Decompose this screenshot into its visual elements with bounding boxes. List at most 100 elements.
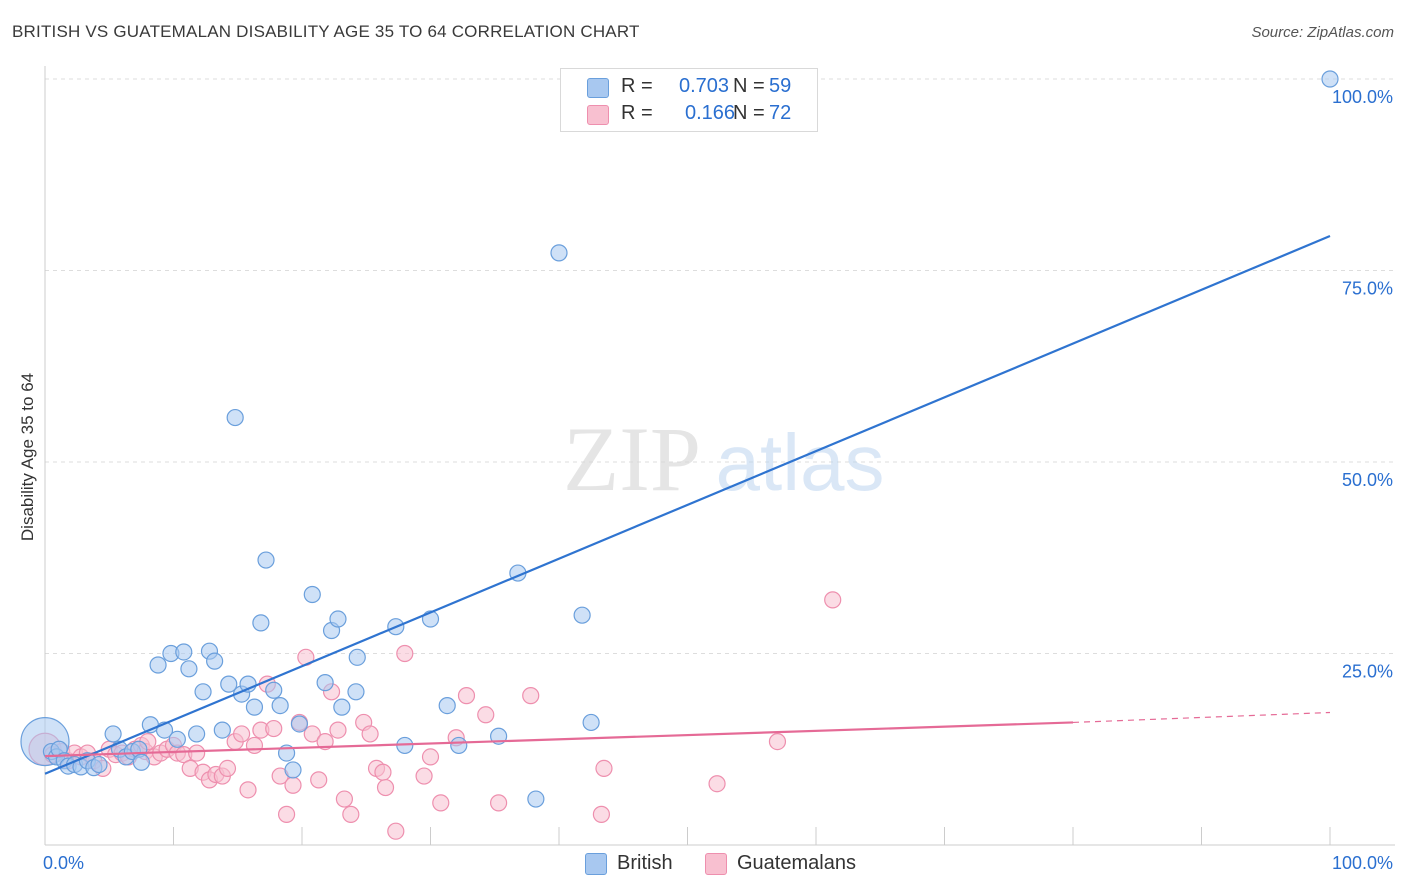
- british-point: [220, 675, 238, 693]
- x-tick-label: 0.0%: [43, 853, 84, 873]
- y-axis-label: Disability Age 35 to 64: [18, 373, 37, 541]
- guatemalan-point: [432, 794, 450, 812]
- r-value: 0.703: [679, 75, 730, 97]
- british-point: [438, 696, 456, 715]
- british-trend-line: [44, 235, 1331, 775]
- x-tick-label: 100.0%: [1332, 853, 1393, 873]
- british-swatch: [585, 853, 607, 875]
- series-guatemalans: [28, 591, 842, 840]
- guatemalan-point: [316, 732, 334, 751]
- british-point: [290, 715, 309, 733]
- source-label: Source: ZipAtlas.com: [1251, 24, 1394, 41]
- guatemalan-point: [387, 822, 405, 840]
- british-point: [252, 614, 270, 632]
- guatemalan-trend-line: [44, 721, 1074, 758]
- guatemalan-point: [595, 759, 613, 778]
- n-label: N =: [733, 102, 765, 124]
- british-point: [550, 244, 568, 262]
- british-point: [149, 656, 167, 674]
- british-point: [226, 408, 244, 427]
- british-point: [271, 696, 289, 715]
- british-point: [303, 585, 321, 604]
- guatemalan-point: [415, 767, 433, 785]
- british-point: [206, 652, 224, 670]
- watermark-atlas: atlas: [716, 418, 885, 507]
- british-point: [316, 674, 334, 692]
- british-point: [132, 753, 150, 771]
- r-value: 0.166: [685, 102, 736, 124]
- n-value: 72: [769, 102, 792, 124]
- british-point: [104, 725, 122, 743]
- british-point: [284, 761, 302, 779]
- guatemalan-point: [310, 771, 328, 789]
- british-point: [194, 683, 212, 701]
- guatemalan-point: [768, 732, 787, 751]
- guatemalan-point: [329, 721, 347, 739]
- british-point: [527, 790, 545, 808]
- legend-correlation: R = 0.703 N = 59 R = 0.166 N = 72: [560, 68, 818, 132]
- british-point: [245, 698, 264, 716]
- british-point: [348, 648, 366, 666]
- n-value: 59: [769, 75, 792, 97]
- british-point: [265, 681, 283, 699]
- british-point: [450, 736, 468, 755]
- british-point: [257, 551, 275, 569]
- british-swatch: [587, 78, 609, 98]
- guatemalan-point: [188, 744, 206, 762]
- legend-label: Guatemalans: [737, 852, 856, 874]
- guatemalan-point: [824, 591, 842, 609]
- r-label: R =: [621, 102, 653, 124]
- guatemalan-point: [239, 781, 257, 799]
- watermark-zip: ZIP: [563, 408, 701, 510]
- trend-lines: [44, 235, 1331, 775]
- n-label: N =: [733, 75, 765, 97]
- guatemalan-point: [245, 736, 264, 755]
- british-point: [347, 683, 365, 701]
- guatemalan-point: [265, 719, 283, 738]
- british-point: [90, 755, 108, 774]
- y-tick-label: 75.0%: [1342, 279, 1393, 299]
- british-point: [180, 660, 198, 678]
- guatemalan-point: [277, 805, 296, 823]
- guatemalans-swatch: [587, 105, 609, 125]
- guatemalan-point: [396, 644, 414, 663]
- guatemalan-point: [592, 805, 611, 823]
- tick-labels: 25.0% 50.0% 75.0% 100.0% 0.0% 100.0%: [43, 87, 1393, 873]
- british-point: [333, 698, 351, 716]
- y-tick-label: 25.0%: [1342, 662, 1393, 682]
- guatemalan-point: [303, 725, 321, 743]
- guatemalan-point: [490, 794, 508, 812]
- series-british: [20, 70, 1339, 808]
- guatemalans-swatch: [705, 853, 727, 875]
- british-point: [1321, 70, 1339, 88]
- british-point: [329, 610, 347, 628]
- british-point: [582, 713, 600, 732]
- guatemalan-point: [376, 778, 395, 797]
- r-label: R =: [621, 75, 653, 97]
- chart-title: BRITISH VS GUATEMALAN DISABILITY AGE 35 …: [12, 22, 640, 41]
- guatemalan-point: [233, 725, 251, 743]
- guatemalan-point: [361, 725, 379, 743]
- british-point: [213, 721, 231, 739]
- axes: [44, 66, 1395, 846]
- y-tick-label: 100.0%: [1332, 87, 1393, 107]
- british-point: [188, 725, 206, 743]
- british-point: [175, 643, 193, 661]
- british-point: [168, 730, 186, 748]
- guatemalan-point: [421, 748, 440, 766]
- guatemalan-point: [522, 687, 540, 705]
- guatemalan-point: [708, 775, 726, 793]
- british-point: [573, 606, 591, 624]
- guatemalan-point: [284, 776, 302, 794]
- guatemalan-point: [218, 759, 237, 778]
- guatemalan-point: [342, 805, 360, 823]
- guatemalan-point: [457, 687, 476, 705]
- guatemalan-point: [335, 790, 354, 808]
- guatemalan-trend-extension: [1072, 711, 1331, 724]
- guatemalan-point: [477, 706, 495, 724]
- gridlines: [45, 78, 1395, 654]
- legend-label: British: [617, 852, 673, 874]
- guatemalan-point: [374, 763, 392, 781]
- y-tick-label: 50.0%: [1342, 470, 1393, 490]
